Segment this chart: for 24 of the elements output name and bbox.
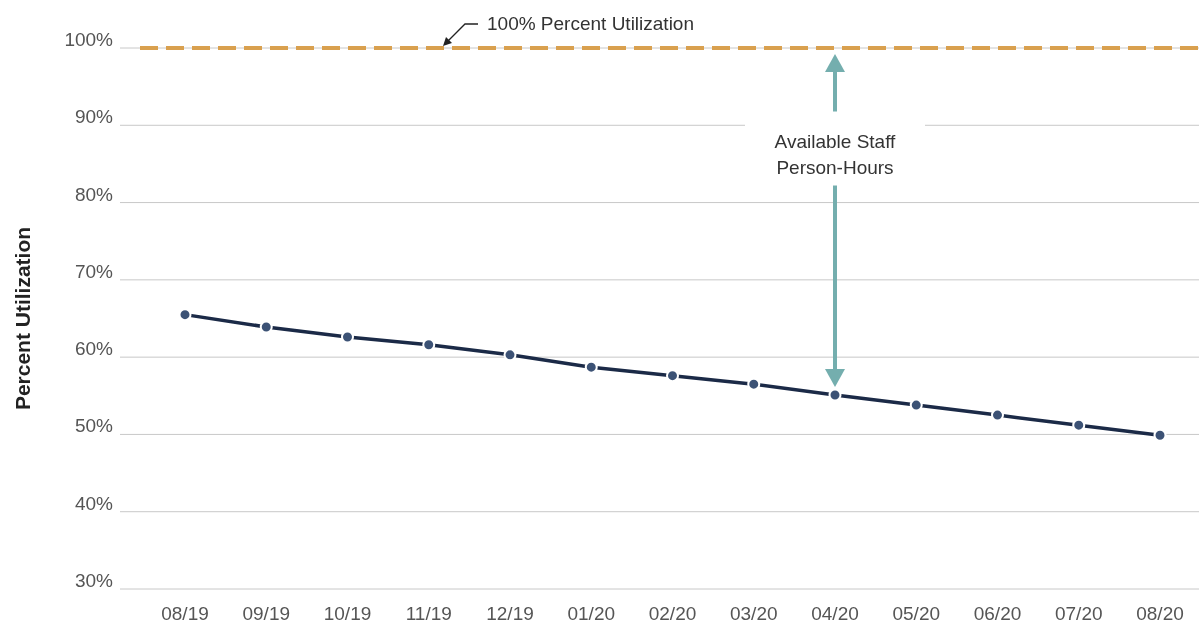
y-tick-label: 90% [74, 106, 114, 128]
x-tick-label: 08/19 [161, 603, 209, 624]
ref-line-label: 100% Percent Utilization [487, 13, 694, 34]
x-tick-label: 12/19 [486, 603, 534, 624]
x-tick-label: 06/20 [973, 603, 1022, 624]
y-tick-label: 70% [74, 260, 114, 282]
x-tick-label: 08/20 [1136, 603, 1184, 624]
y-tick-label: 30% [74, 570, 114, 591]
x-tick-label: 05/20 [892, 603, 941, 624]
y-tick-label: 50% [74, 415, 114, 437]
x-tick-label: 04/20 [811, 603, 859, 624]
x-tick-label: 01/20 [567, 603, 616, 624]
y-tick-label: 100% [64, 29, 114, 50]
x-tick-label: 03/20 [729, 603, 778, 624]
x-tick-label: 09/19 [242, 603, 291, 624]
y-tick-label: 40% [74, 492, 114, 514]
x-tick-label: 02/20 [648, 603, 697, 624]
x-tick-label: 07/20 [1054, 603, 1103, 624]
y-tick-label: 80% [74, 183, 114, 205]
annotation: Available Staff Person-Hours [774, 130, 897, 178]
y-tick-label: 60% [74, 338, 114, 360]
x-tick-label: 11/19 [405, 603, 452, 624]
y-axis-title: Percent Utilization [11, 226, 34, 411]
x-tick-label: 10/19 [323, 603, 372, 624]
